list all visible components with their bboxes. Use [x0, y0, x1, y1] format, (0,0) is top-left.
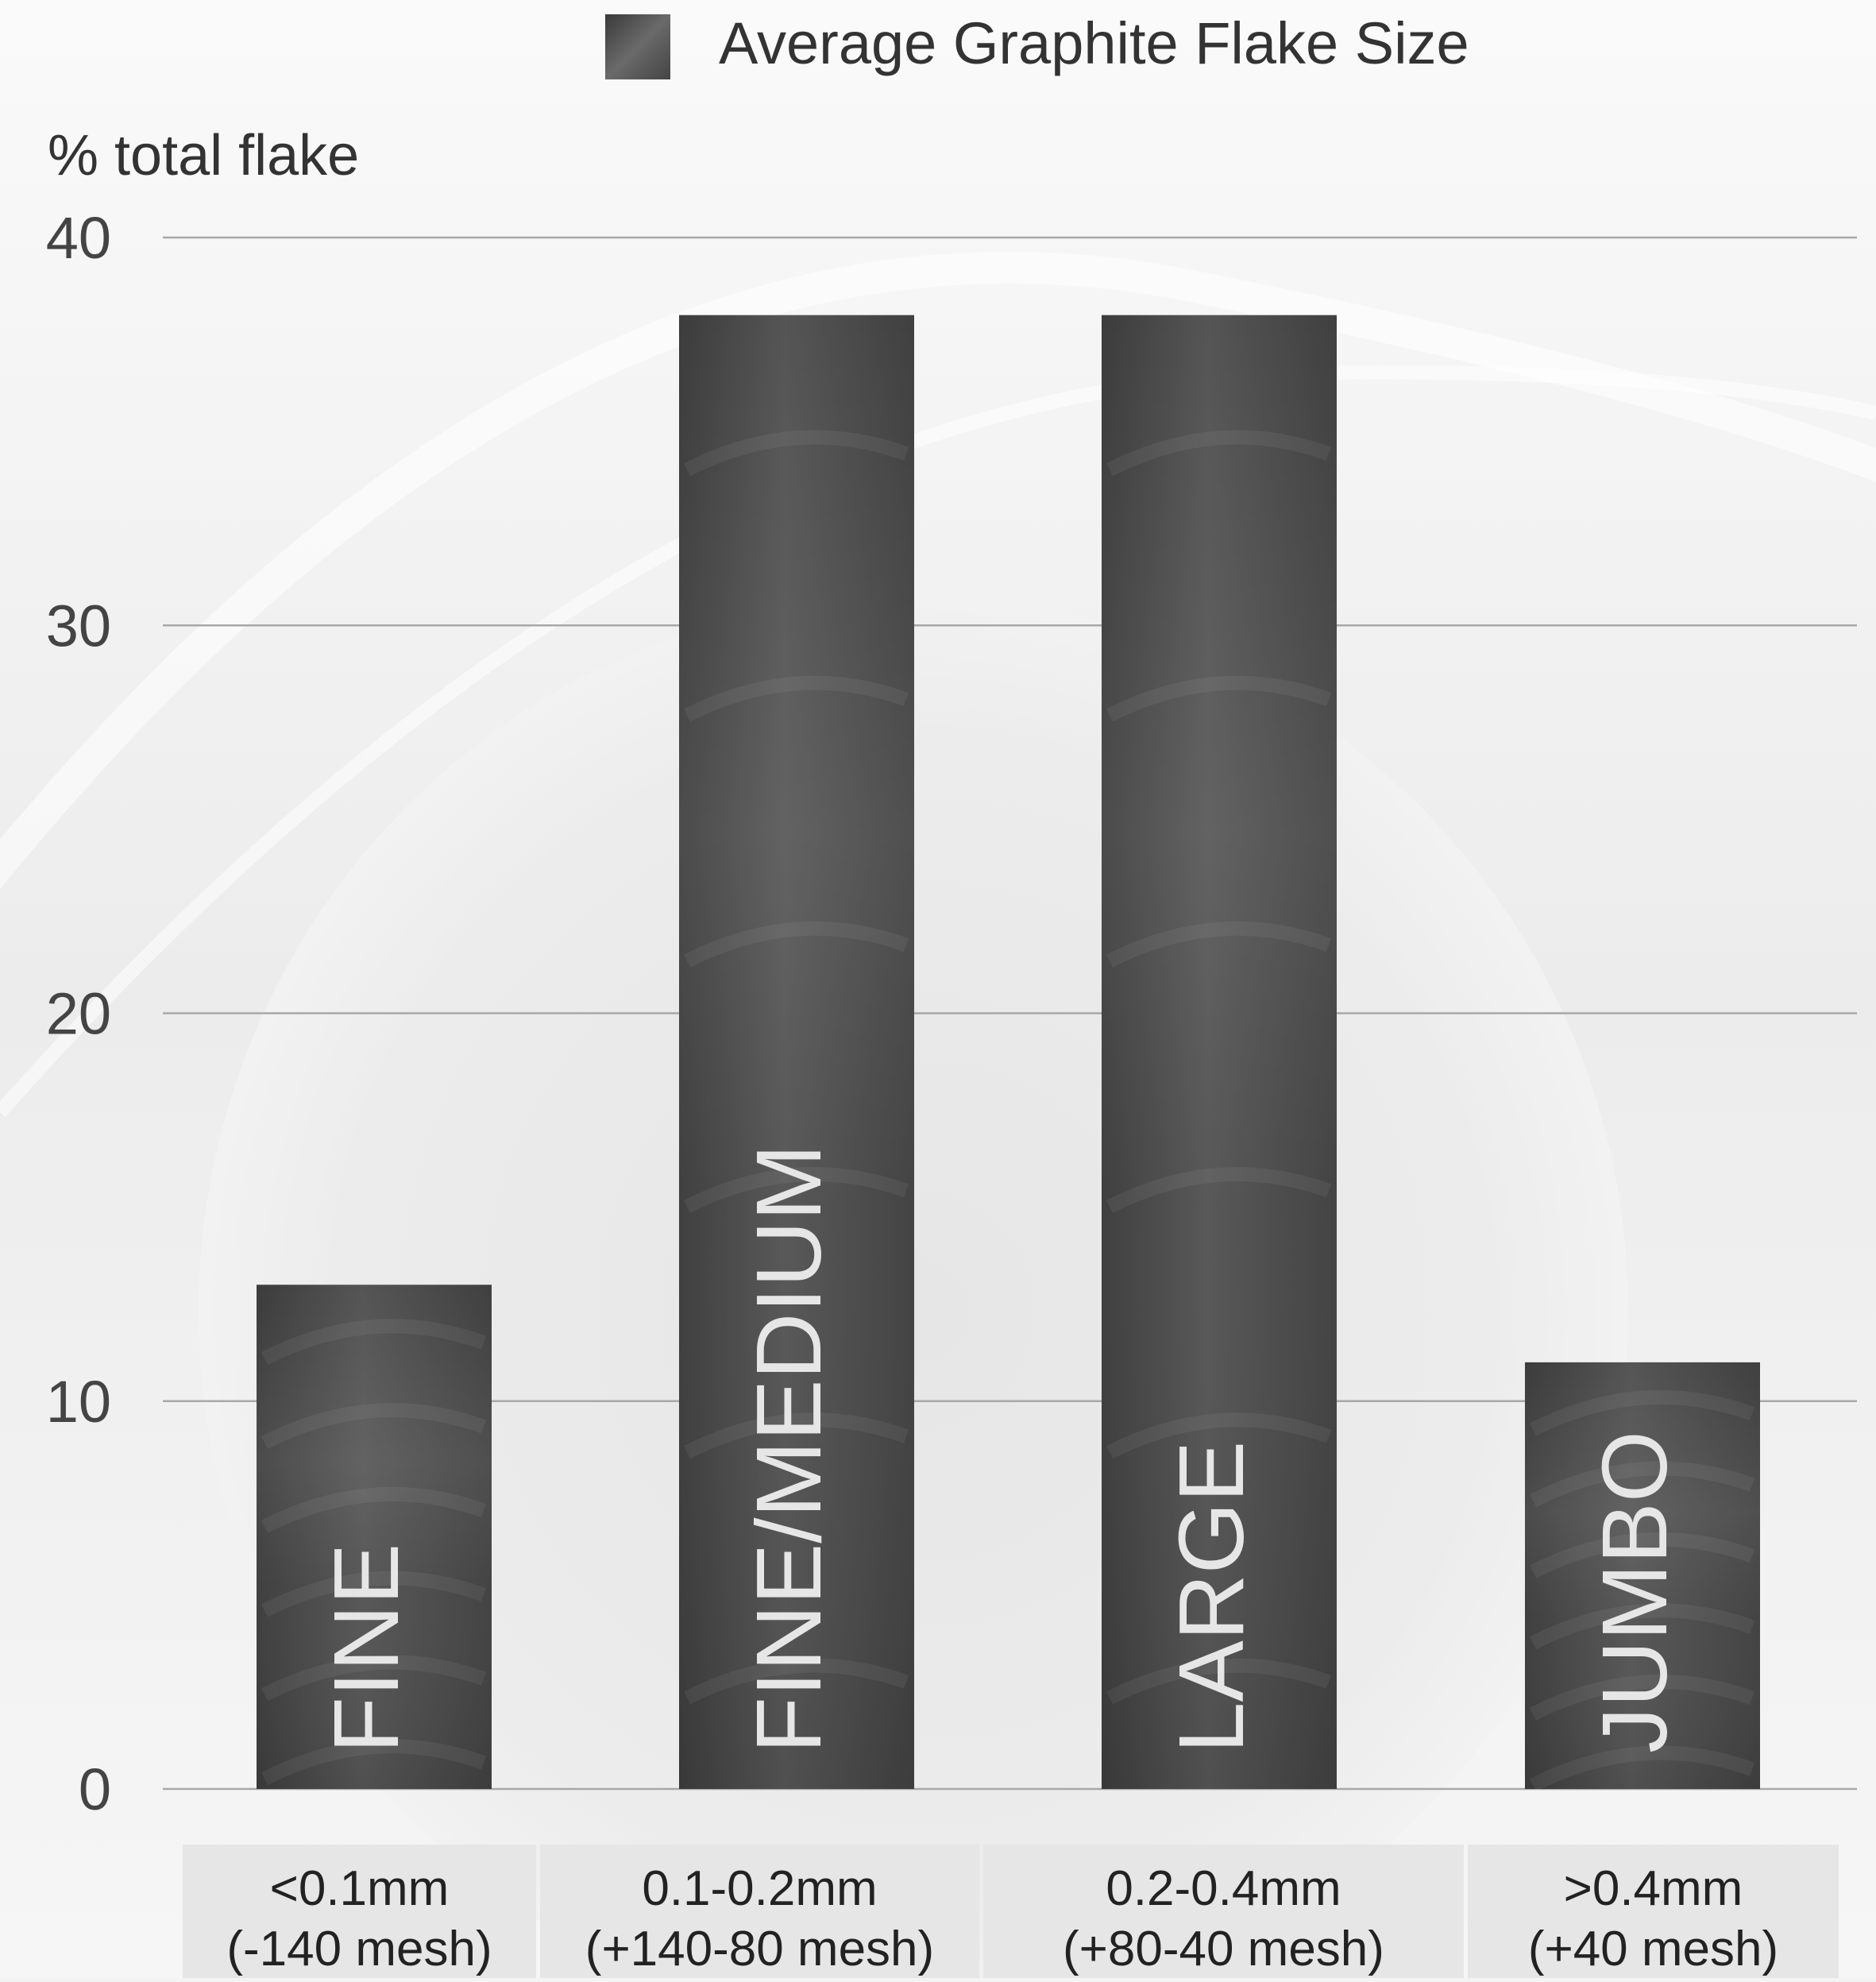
bar-label: FINE	[315, 1543, 418, 1753]
category-mesh-label: (-140 mesh)	[226, 1922, 492, 1976]
legend-label: Average Graphite Flake Size	[719, 10, 1469, 76]
bar-texture	[683, 1658, 909, 1705]
bar-texture	[261, 1403, 487, 1449]
bar-texture	[1106, 675, 1332, 722]
bar-sheen	[1102, 315, 1337, 1789]
category-size-label: >0.4mm	[1564, 1861, 1743, 1916]
bar-texture	[1106, 1658, 1332, 1705]
bars: FINE FINE/MEDIUM LARGE JUMBO	[257, 315, 1760, 1792]
bar-texture	[1529, 1532, 1755, 1578]
category-box	[540, 1845, 979, 1978]
bar-texture	[683, 921, 909, 968]
swoosh-watermark	[0, 252, 1876, 890]
category-box	[1468, 1845, 1839, 1978]
bar-texture	[1529, 1674, 1755, 1721]
category-size-label: 0.1-0.2mm	[642, 1861, 877, 1916]
y-axis-ticks: 0 10 20 30 40	[46, 205, 111, 1822]
bar-label: LARGE	[1160, 1441, 1263, 1753]
bar-group: LARGE	[1102, 315, 1337, 1789]
bar-group: FINE	[257, 1285, 492, 1789]
y-axis-label: % total flake	[48, 124, 359, 187]
bar-group: FINE/MEDIUM	[679, 315, 914, 1789]
bar-group: JUMBO	[1525, 1362, 1760, 1792]
category-cell: >0.4mm (+40 mesh)	[1468, 1845, 1839, 1978]
bar-texture	[1106, 1167, 1332, 1213]
bar-texture	[683, 675, 909, 722]
bar-texture	[261, 1655, 487, 1702]
y-tick-label: 20	[46, 981, 111, 1047]
bar-sheen	[1525, 1362, 1760, 1789]
bar-label: FINE/MEDIUM	[737, 1144, 840, 1753]
category-cell: 0.1-0.2mm (+140-80 mesh)	[540, 1845, 979, 1978]
bar-texture	[261, 1571, 487, 1617]
category-size-label: 0.2-0.4mm	[1106, 1861, 1341, 1916]
bar-texture	[1106, 430, 1332, 477]
x-axis-categories: <0.1mm (-140 mesh) 0.1-0.2mm (+140-80 mesh)…	[183, 1845, 1839, 1978]
bar-texture	[1529, 1603, 1755, 1650]
bar-texture	[1106, 921, 1332, 968]
category-cell: 0.2-0.4mm (+80-40 mesh)	[983, 1845, 1464, 1978]
y-tick-label: 30	[46, 593, 111, 659]
category-size-label: <0.1mm	[270, 1861, 450, 1916]
bar-texture	[261, 1739, 487, 1786]
bar-texture	[1529, 1461, 1755, 1508]
category-mesh-label: (+40 mesh)	[1528, 1922, 1778, 1976]
swoosh-watermark-2	[0, 365, 1876, 1117]
category-cell: <0.1mm (-140 mesh)	[183, 1845, 536, 1978]
category-mesh-label: (+80-40 mesh)	[1063, 1922, 1384, 1976]
bar-texture	[261, 1319, 487, 1366]
bar-texture	[683, 1167, 909, 1213]
category-mesh-label: (+140-80 mesh)	[585, 1922, 934, 1976]
y-tick-label: 40	[46, 205, 111, 271]
bar-texture	[1106, 1412, 1332, 1459]
bar-texture	[261, 1486, 487, 1533]
bar-texture	[1529, 1745, 1755, 1792]
bar-texture	[683, 430, 909, 477]
bar-texture	[683, 1412, 909, 1459]
y-tick-label: 10	[46, 1369, 111, 1435]
bar-sheen	[679, 315, 914, 1789]
legend: Average Graphite Flake Size	[605, 10, 1469, 79]
legend-swatch	[605, 14, 670, 79]
bar-label: JUMBO	[1583, 1431, 1686, 1753]
y-tick-label: 0	[79, 1756, 111, 1822]
category-box	[183, 1845, 536, 1978]
bar-sheen	[257, 1285, 492, 1789]
bar-texture	[1529, 1389, 1755, 1436]
category-box	[983, 1845, 1464, 1978]
